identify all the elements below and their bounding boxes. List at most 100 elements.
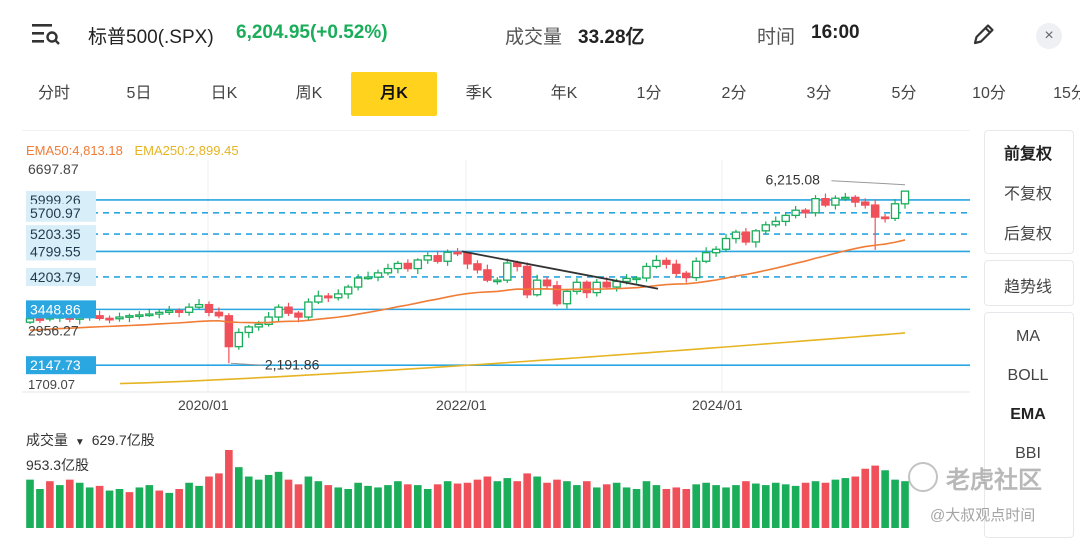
- volume-bar: [274, 471, 283, 528]
- level-label-bg: [26, 242, 96, 261]
- volume-bar: [712, 485, 720, 528]
- tab-period[interactable]: 周K: [295, 85, 323, 102]
- adjust-backward[interactable]: 后复权: [1003, 226, 1052, 243]
- volume-bar: [463, 482, 472, 528]
- volume-bar: [155, 490, 164, 528]
- candle-body: [353, 277, 363, 288]
- volume-bar: [513, 481, 522, 528]
- level-label-bg: [26, 225, 96, 244]
- indicator-boll[interactable]: BOLL: [1007, 367, 1049, 384]
- candle-body: [373, 272, 383, 278]
- y-axis-label: 2956.27: [28, 323, 79, 339]
- volume-bar: [891, 479, 899, 528]
- volume-bar: [254, 479, 263, 528]
- adjust-group: [984, 130, 1074, 254]
- volume-bar: [26, 479, 34, 528]
- candle-body: [314, 295, 323, 303]
- adjust-none[interactable]: 不复权: [1003, 186, 1052, 203]
- candle-body: [254, 323, 263, 328]
- candle-body: [880, 216, 890, 220]
- adjust-forward[interactable]: 前复权: [1003, 146, 1052, 163]
- tab-period[interactable]: 1分: [636, 85, 662, 102]
- tab-period[interactable]: 年K: [550, 85, 578, 102]
- level-label-bg: [26, 203, 96, 222]
- candle-body: [672, 263, 681, 274]
- trendline-button[interactable]: 趋势线: [1003, 279, 1052, 296]
- indicator-group: [984, 312, 1074, 538]
- tab-period[interactable]: 月K: [351, 72, 437, 116]
- volume-bar: [165, 492, 174, 528]
- candle-body: [25, 318, 35, 323]
- candle-body: [155, 311, 164, 315]
- tiger-logo-icon: [908, 462, 938, 492]
- level-label: 2147.73: [30, 357, 81, 373]
- candle-body: [811, 197, 820, 214]
- volume-bar: [185, 482, 193, 528]
- volume-bar: [225, 450, 233, 528]
- candle-body: [174, 309, 184, 313]
- candle-body: [135, 314, 144, 318]
- volume-bar: [56, 485, 64, 528]
- tab-period[interactable]: 3分: [806, 85, 832, 102]
- tab-period[interactable]: 15分: [1053, 85, 1080, 102]
- dropdown-arrow-icon[interactable]: ▼: [74, 437, 85, 448]
- volume-bar: [881, 470, 889, 528]
- volume-bar: [473, 479, 482, 528]
- candlestick-chart[interactable]: 5999.265700.975203.354799.554203.793448.…: [0, 130, 980, 400]
- x-tick-label: 2024/01: [692, 397, 743, 413]
- candle-body: [244, 326, 253, 334]
- time-value: 16:00: [811, 22, 860, 43]
- tab-period[interactable]: 10分: [972, 85, 1006, 102]
- volume-bar: [851, 476, 860, 528]
- pencil-icon[interactable]: [970, 20, 998, 48]
- trend-line: [461, 250, 659, 290]
- low-annotation: 2,191.86: [265, 356, 320, 372]
- period-tabs: 分时 5日 日K 周K 月K 季K 年K 1分 2分 3分 5分 10分 15分: [0, 72, 1080, 116]
- candle-body: [552, 285, 562, 305]
- volume-bar: [503, 478, 512, 528]
- volume-bar: [592, 487, 601, 528]
- volume-bar: [791, 485, 800, 528]
- tab-period[interactable]: 2分: [721, 85, 747, 102]
- volume-bar: [811, 481, 820, 528]
- candle-body: [572, 281, 582, 292]
- level-label-bg: [26, 267, 96, 286]
- candle-body: [274, 306, 283, 318]
- volume-bar: [36, 489, 44, 528]
- candle-body: [532, 279, 542, 296]
- level-label-bg: [26, 300, 96, 319]
- volume-bar: [215, 473, 223, 528]
- close-button[interactable]: ×: [1036, 23, 1062, 49]
- volume-bar: [632, 489, 641, 528]
- time-label: 时间: [757, 27, 796, 48]
- volume-bar: [752, 483, 760, 528]
- tab-period[interactable]: 5日: [126, 85, 152, 102]
- indicator-ma[interactable]: MA: [1016, 328, 1040, 345]
- tab-period[interactable]: 分时: [37, 85, 70, 102]
- tab-period[interactable]: 5分: [891, 85, 917, 102]
- volume-bar: [493, 481, 502, 528]
- annotation-leader: [831, 180, 906, 186]
- volume-bar: [553, 479, 561, 528]
- menu-search-icon[interactable]: [32, 22, 60, 46]
- volume-bar: [195, 485, 203, 528]
- candle-body: [264, 316, 273, 325]
- volume-bar: [602, 484, 611, 528]
- indicator-ema[interactable]: EMA: [1010, 406, 1046, 423]
- candle-body: [204, 303, 214, 313]
- volume-bar: [384, 485, 392, 528]
- side-panel: 前复权 不复权 后复权 趋势线 MA BOLL EMA BBI: [984, 130, 1074, 538]
- level-label: 5203.35: [30, 226, 81, 242]
- candle-body: [851, 196, 860, 203]
- volume-bar: [771, 482, 780, 528]
- candle-body: [801, 209, 810, 214]
- volume-bar: [364, 485, 372, 528]
- volume-bar: [125, 492, 134, 528]
- tab-period[interactable]: 季K: [465, 85, 493, 102]
- volume-bar: [344, 489, 352, 528]
- tab-period[interactable]: 日K: [210, 85, 238, 102]
- x-tick-label: 2020/01: [178, 397, 229, 413]
- indicator-bbi[interactable]: BBI: [1015, 445, 1041, 462]
- volume-header[interactable]: 成交量 ▼ 629.7亿股: [26, 430, 155, 450]
- candle-body: [771, 220, 780, 226]
